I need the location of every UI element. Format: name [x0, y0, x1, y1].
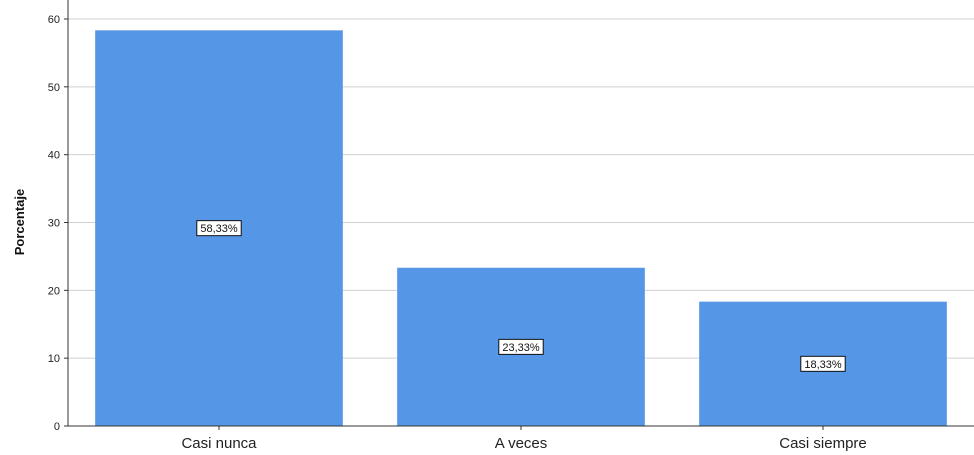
y-axis-title: Porcentaje — [12, 189, 27, 255]
y-tick-label: 10 — [48, 353, 60, 365]
y-tick-label: 60 — [48, 14, 60, 26]
x-category-label: Casi nunca — [181, 435, 257, 452]
x-category-label: Casi siempre — [779, 435, 867, 452]
y-tick-label: 40 — [48, 150, 60, 162]
y-tick-label: 20 — [48, 285, 60, 297]
data-label: 58,33% — [196, 220, 242, 237]
y-tick-label: 0 — [54, 421, 60, 433]
data-label: 18,33% — [800, 355, 846, 372]
x-axis-categories: Casi nunca A veces Casi siempre — [181, 426, 867, 452]
y-tick-label: 50 — [48, 82, 60, 94]
data-label: 23,33% — [498, 338, 544, 355]
data-label-box — [498, 338, 544, 355]
data-label-text: 58,33% — [200, 223, 238, 235]
data-label-text: 23,33% — [502, 342, 540, 354]
data-labels: 58,33% 23,33% 18,33% — [196, 220, 846, 372]
x-category-label: A veces — [495, 435, 548, 452]
y-axis-ticks: 0 10 20 30 40 50 60 — [48, 14, 68, 433]
data-label-text: 18,33% — [804, 359, 842, 371]
y-tick-label: 30 — [48, 218, 60, 230]
data-label-box — [800, 355, 846, 372]
data-label-box — [196, 220, 242, 237]
